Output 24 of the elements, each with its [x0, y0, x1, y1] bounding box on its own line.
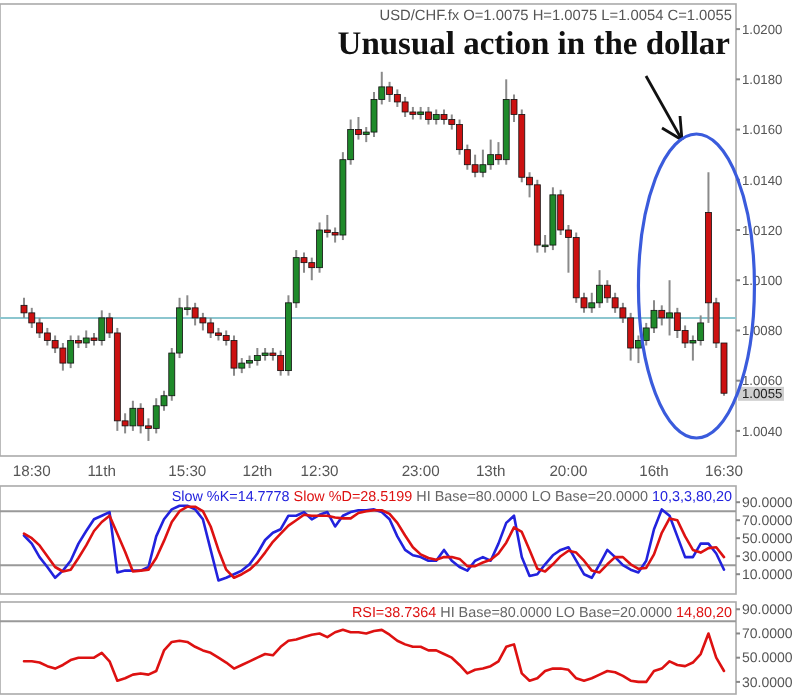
annotation: Unusual action in the dollar	[337, 24, 730, 62]
candlestick	[129, 399, 137, 432]
candlestick	[28, 306, 36, 329]
candlestick	[191, 301, 199, 327]
candlestick	[152, 397, 160, 435]
candlestick	[588, 291, 596, 314]
line-series	[22, 628, 726, 684]
candlestick	[471, 153, 479, 179]
candlestick	[59, 342, 67, 372]
candlestick	[316, 221, 323, 274]
candlestick	[230, 334, 238, 377]
candlestick	[487, 138, 495, 171]
candlestick	[137, 402, 145, 435]
candlestick	[98, 309, 106, 347]
candlestick	[479, 148, 487, 179]
candlestick	[401, 95, 409, 118]
candlestick	[596, 269, 603, 309]
candlestick	[207, 316, 215, 339]
candlestick	[386, 80, 393, 103]
candlestick	[666, 279, 673, 337]
candlestick	[36, 316, 43, 339]
candlestick	[627, 311, 635, 362]
candlestick	[67, 334, 75, 370]
candlestick	[658, 304, 666, 327]
